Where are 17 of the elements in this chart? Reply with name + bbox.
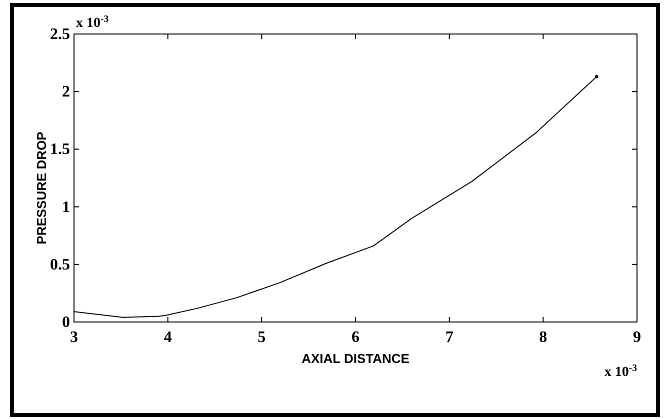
y-tick-label: 1 [62,198,70,216]
x-axis-title: AXIAL DISTANCE [302,351,410,366]
x-tick-label: 3 [70,329,78,346]
x-tick-label: 4 [164,329,172,346]
x-tick-label: 8 [539,329,548,346]
y-tick-label: 1.5 [50,141,70,158]
x-tick-label: 7 [445,329,454,346]
x-tick-label: 5 [258,329,266,346]
y-tick-label: 2.5 [50,26,70,43]
y-tick-label: 0 [62,314,70,331]
x-tick-label: 9 [633,329,641,346]
text: x 10$^{-3}$ [604,362,638,380]
y-axis-title: PRESSURE DROP [34,131,49,244]
x-tick-label: 6 [352,329,360,346]
y-tick-label: 2 [62,84,70,101]
text: x 10$^{-3}$ [76,14,109,31]
y-tick-label: 0.5 [50,256,70,274]
